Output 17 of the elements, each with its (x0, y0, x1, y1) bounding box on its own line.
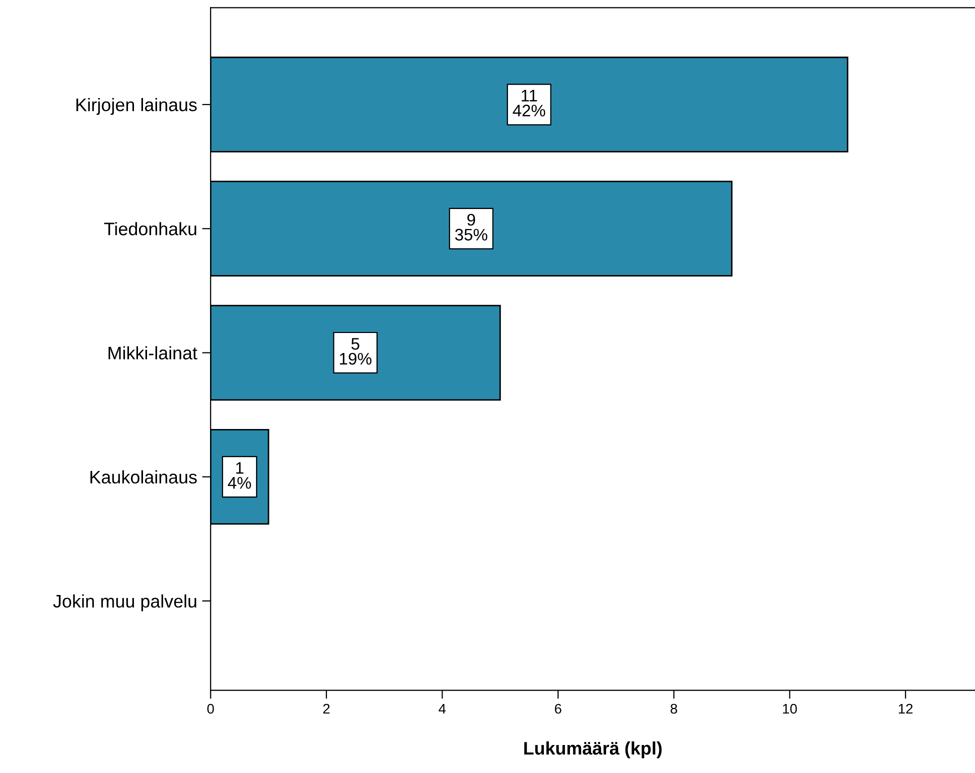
data-label: 11 42% (512, 90, 546, 116)
y-tick-label: Tiedonhaku (104, 222, 196, 236)
x-tick-label: 2 (323, 704, 330, 714)
data-label: 5 19% (340, 338, 372, 365)
x-tick-label: 8 (670, 704, 678, 714)
x-tick-label: 4 (438, 704, 446, 714)
x-tick-label: 12 (898, 704, 913, 714)
x-tick-label: 10 (783, 704, 797, 714)
x-tick-label: 0 (207, 704, 214, 714)
x-axis-title: Lukumäärä (kpl) (524, 741, 662, 758)
x-tick-label: 6 (554, 704, 562, 714)
y-tick-label: Mikki-lainat (108, 346, 198, 360)
y-tick-label: Jokin muu palvelu (53, 594, 196, 612)
y-tick-label: Kaukolainaus (90, 470, 197, 484)
y-tick-label: Kirjojen lainaus (76, 98, 197, 115)
data-label: 1 4% (228, 462, 252, 489)
data-label: 9 35% (455, 214, 488, 241)
